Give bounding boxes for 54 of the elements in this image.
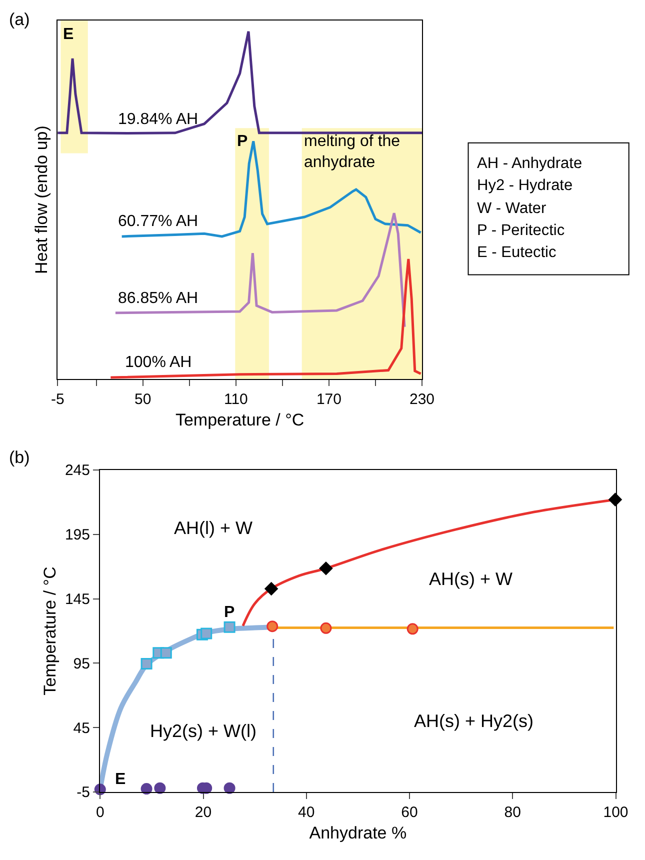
x-tick-label: 170 [316,391,342,408]
band-label: melting of the anhydrate [304,133,400,171]
point [140,658,152,670]
y-tick-label: 195 [64,526,90,544]
y-axis-title: Heat flow (endo up) [32,126,52,274]
point [266,620,278,632]
point [608,492,622,506]
point [154,782,166,794]
point [200,628,212,640]
band-label: E [63,26,74,43]
series-label: 60.77% AH [118,213,198,230]
point [160,647,172,659]
annotation: E [115,771,126,788]
x-tick-label: 60 [401,804,418,822]
y-tick-label: 245 [64,462,90,480]
series-label: 86.85% AH [118,290,198,307]
annotation: AH(s) + Hy2(s) [414,711,534,731]
series-label: 100% AH [125,354,192,371]
x-tick-label: 100 [603,804,628,822]
x-tick-label: 110 [224,391,248,408]
annotation: P [224,604,235,621]
x-axis-title: Anhydrate % [309,824,407,843]
text: W - Water [477,200,546,217]
point [224,621,236,633]
x-tick-label: -5 [50,391,64,408]
y-tick-label: -5 [76,784,90,802]
x-tick-label: 20 [194,804,212,822]
point [140,783,152,795]
point [319,562,333,575]
x-tick-label: 50 [134,391,152,408]
y-tick-label: 95 [73,655,90,672]
annotation: Hy2(s) + W(l) [150,721,256,741]
series-label: 19.84% AH [118,111,198,128]
annotation: AH(s) + W [429,569,513,589]
x-tick-label: 230 [409,391,435,408]
point [406,623,418,635]
point [224,782,236,794]
annotation: AH(l) + W [174,518,253,538]
band-label: P [237,133,248,150]
x-tick-label: 0 [96,804,104,822]
point [264,582,278,596]
text: Hy2 - Hydrate [477,177,573,194]
chart-title: (b) [9,448,30,467]
text: P - Peritectic [477,222,565,239]
text: E - Eutectic [477,244,556,261]
x-tick-label: 40 [298,804,315,822]
y-tick-label: 45 [73,720,90,737]
x-tick-label: 80 [504,804,521,822]
x-axis-title: Temperature / °C [175,410,304,430]
y-axis-title: Temperature / °C [40,566,60,696]
point [320,622,332,634]
chart-title: (a) [9,10,30,29]
y-tick-label: 145 [64,591,90,608]
text: AH - Anhydrate [477,155,582,172]
